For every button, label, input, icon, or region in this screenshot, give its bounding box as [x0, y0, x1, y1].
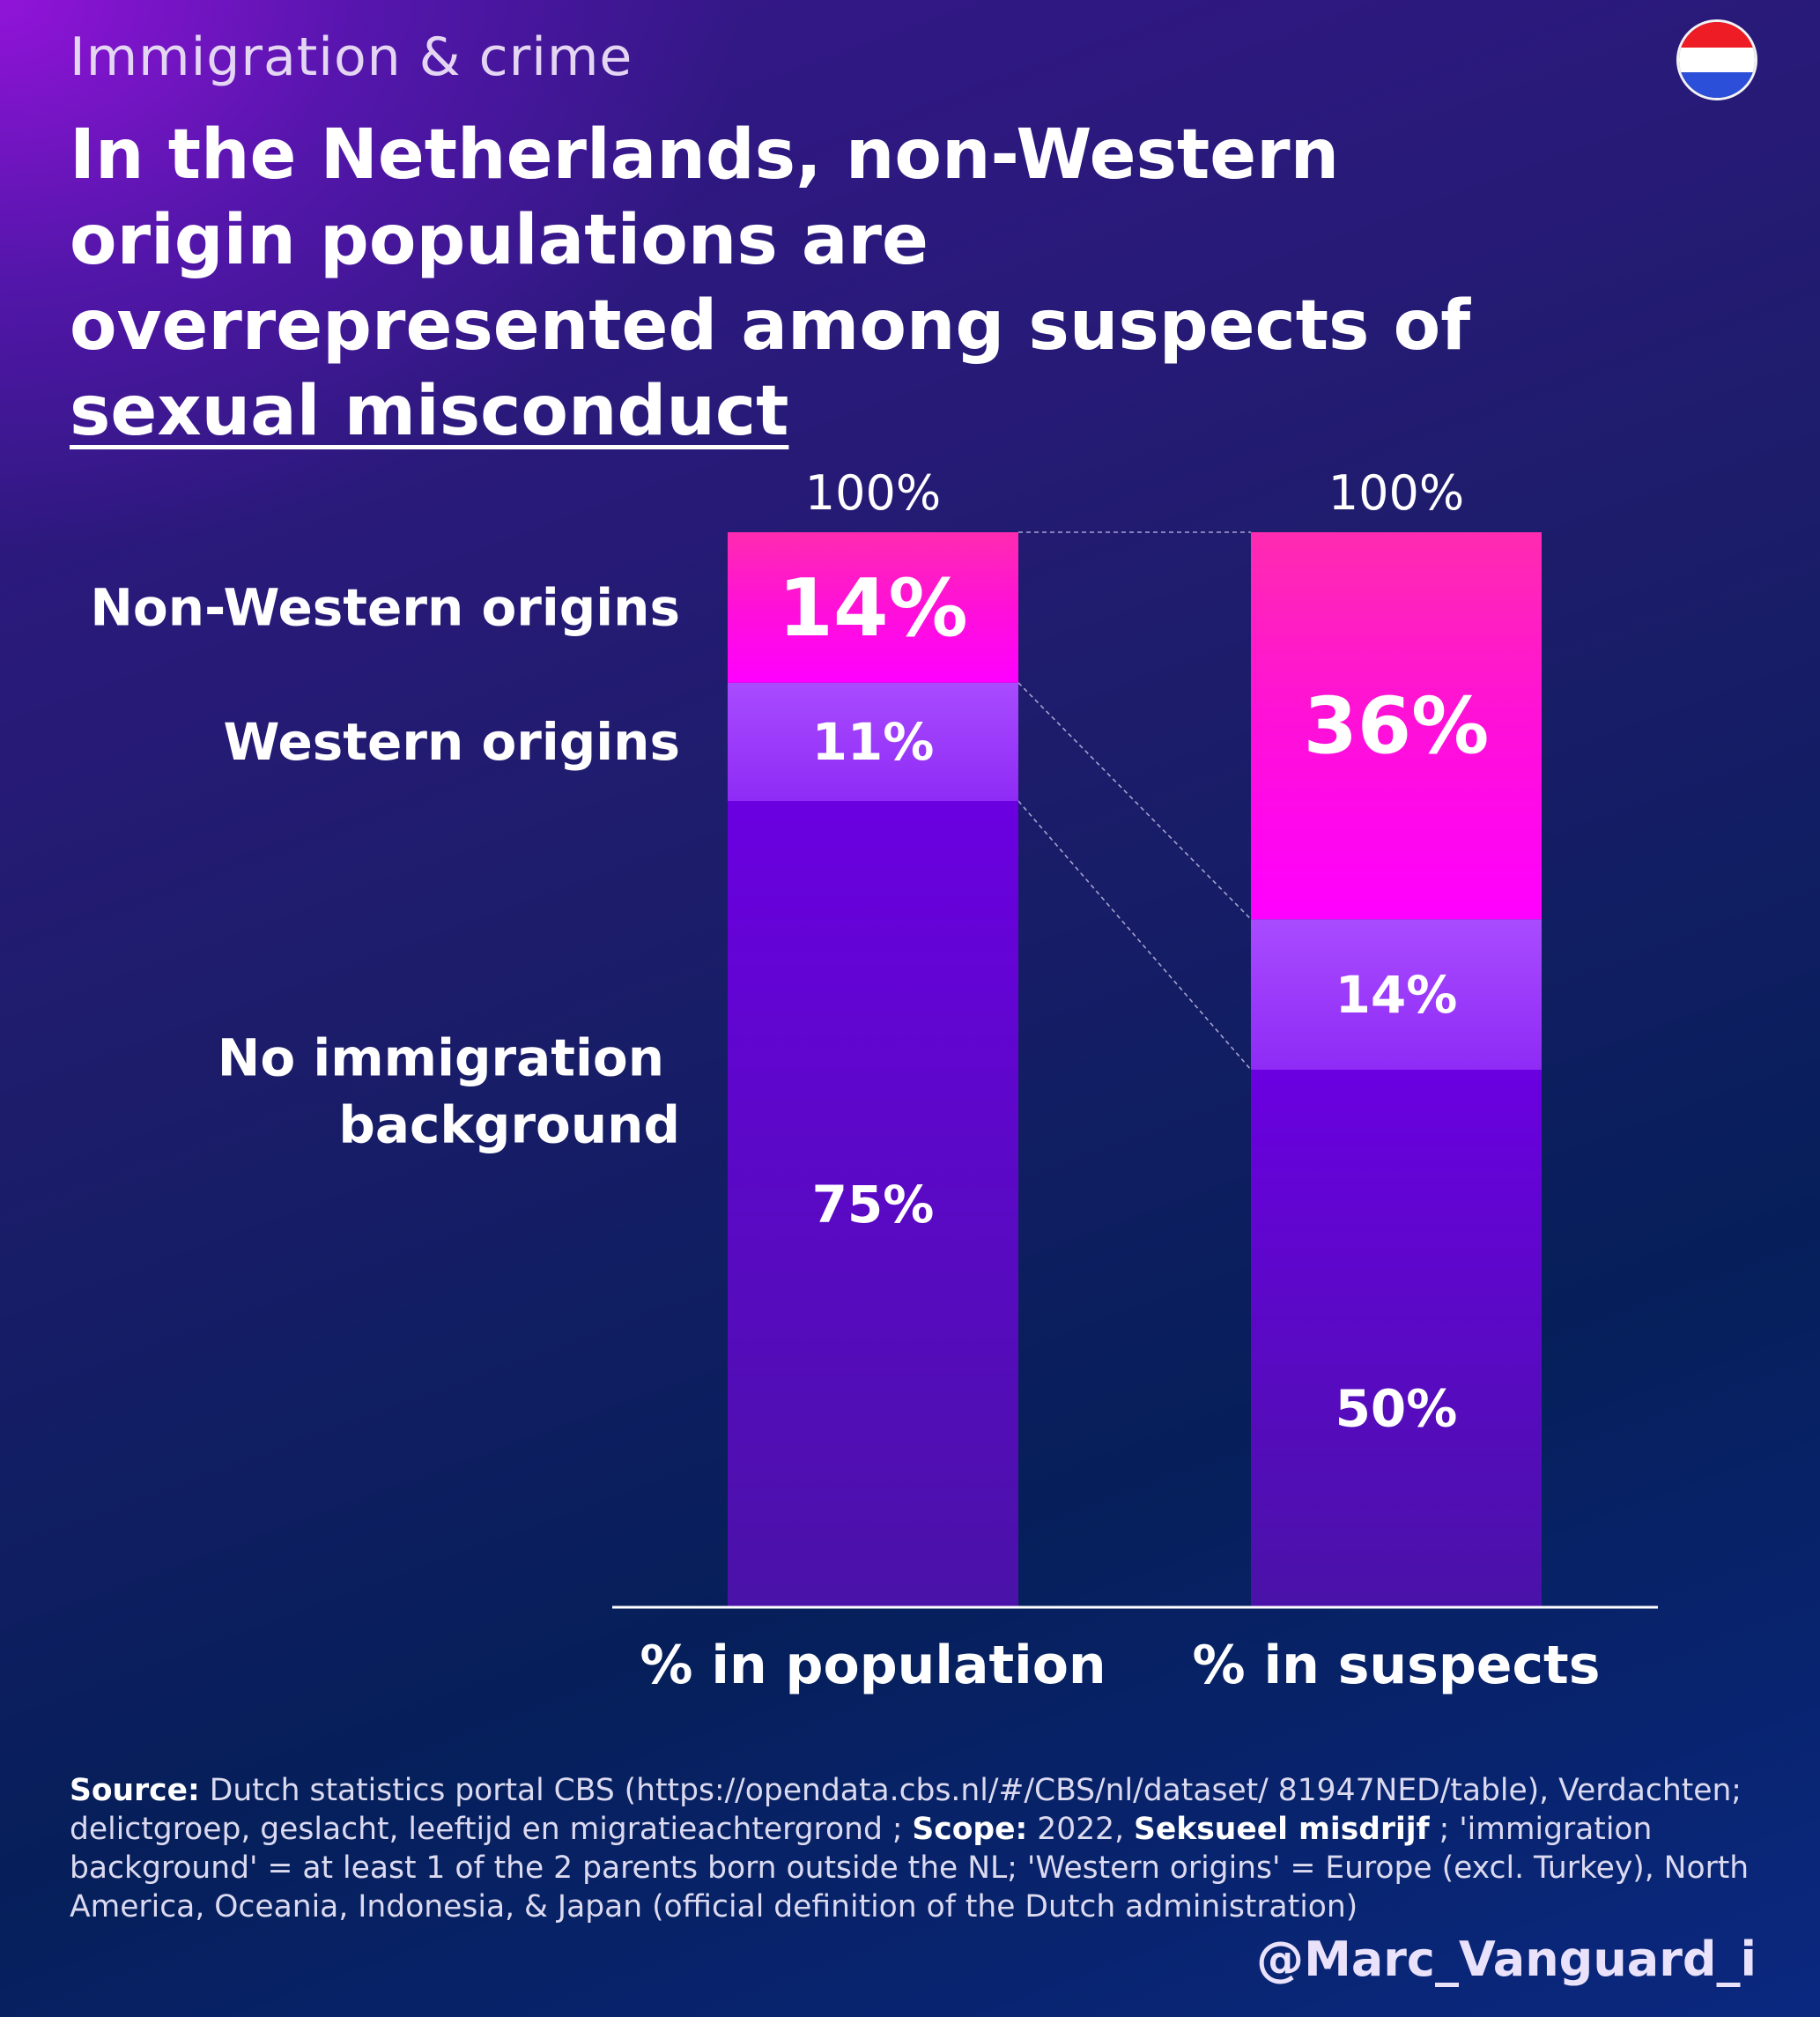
source-note: Source: Dutch statistics portal CBS (htt…	[70, 1771, 1761, 1926]
legend-non-western: Non-Western origins	[90, 577, 680, 637]
category-labels: % in population % in suspects	[640, 1635, 1600, 1696]
connector-western	[1017, 800, 1252, 1071]
legend-western: Western origins	[224, 712, 680, 772]
segment-labels: 75% 11% 14% 50% 14% 36%	[778, 562, 1489, 1439]
connector-non-western	[1017, 682, 1252, 920]
legend-no-immigration: No immigration background	[218, 1027, 680, 1154]
source-label: Source:	[70, 1773, 200, 1808]
offense-label: Seksueel misdrijf	[1134, 1812, 1430, 1847]
total-label-suspects: 100%	[1328, 465, 1464, 521]
headline-text: In the Netherlands, non-Western origin p…	[70, 115, 1471, 366]
label-western-suspects: 14%	[1335, 965, 1458, 1025]
total-labels: 100% 100%	[805, 465, 1464, 521]
bar-non-western-population	[728, 532, 1018, 683]
legend: No immigration background Western origins N…	[90, 577, 680, 1154]
flag-stripe-white	[1679, 47, 1755, 73]
author-handle: @Marc_Vanguard_i	[1256, 1932, 1757, 1987]
label-non-western-suspects: 36%	[1304, 680, 1490, 771]
bar-no-immigration-population	[728, 801, 1018, 1607]
headline: In the Netherlands, non-Western origin p…	[70, 113, 1567, 455]
bar-non-western-suspects	[1251, 532, 1542, 920]
scope-label: Scope:	[912, 1812, 1028, 1847]
category-label-suspects: % in suspects	[1193, 1635, 1601, 1696]
kicker: Immigration & crime	[70, 26, 633, 88]
label-no-immigration-population: 75%	[812, 1175, 935, 1235]
label-non-western-population: 14%	[778, 562, 967, 655]
bars	[728, 532, 1542, 1607]
headline-emphasis: sexual misconduct	[70, 372, 789, 451]
total-label-population: 100%	[805, 465, 941, 521]
label-no-immigration-suspects: 50%	[1335, 1379, 1458, 1439]
category-label-population: % in population	[640, 1635, 1106, 1696]
connector-lines	[1017, 531, 1252, 1071]
source-text: Dutch statistics portal CBS (https://ope…	[70, 1773, 1742, 1847]
label-western-population: 11%	[812, 712, 935, 772]
bar-western-population	[728, 682, 1018, 801]
bar-no-immigration-suspects	[1251, 1070, 1542, 1607]
scope-text: 2022,	[1027, 1812, 1135, 1847]
bar-western-suspects	[1251, 919, 1542, 1070]
definition-text: ; 'immigration background' = at least 1 …	[70, 1812, 1750, 1924]
